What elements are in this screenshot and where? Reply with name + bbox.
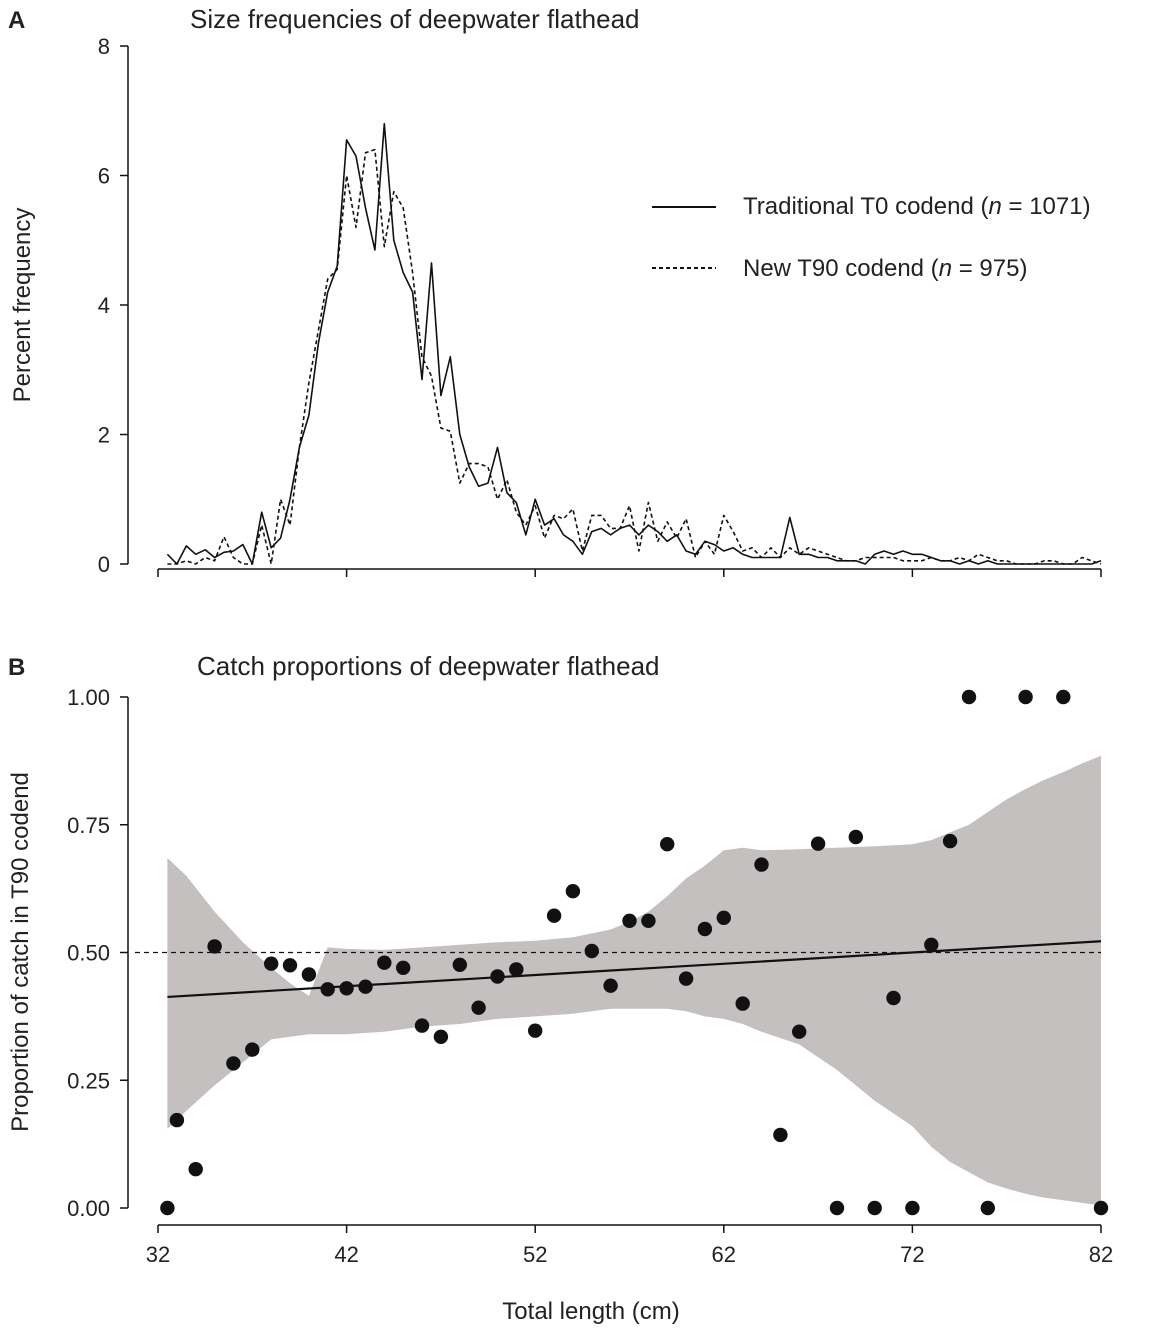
data-point [905,1200,920,1216]
legend-t0-open: ( [974,193,989,220]
data-point [697,921,713,937]
panel-a-y-ticks: 0 2 4 6 8 [98,34,128,577]
panel-a-series [166,122,1102,565]
legend: Traditional T0 codend (n = 1071) New T90… [652,193,1091,282]
legend-t0-close: ) [1083,193,1091,220]
legend-t0-count: 1071 [1029,193,1082,220]
panel-b-ticks: 0.00 0.25 0.50 0.75 1.00 32 42 52 62 72 82 [67,685,1113,1267]
panel-b-x-axis-label: Total length (cm) [502,1298,679,1325]
data-point [961,689,977,705]
data-point [264,956,279,971]
data-point [160,1200,175,1216]
data-point [867,1200,882,1216]
data-point [1018,689,1033,705]
panel-a-y-tick-label: 0 [98,552,110,577]
data-point [886,990,901,1006]
data-point [396,960,411,975]
data-point [603,978,618,993]
legend-t90-eq: = [952,255,979,282]
data-point [1093,1200,1109,1216]
legend-t0-name: Traditional T0 codend [743,193,974,220]
data-point [1056,689,1071,705]
legend-label-t0: Traditional T0 codend (n = 1071) [743,193,1091,220]
data-point [509,962,524,977]
data-point [622,913,637,928]
data-point [282,958,298,973]
panel-b-x-tick-label: 82 [1089,1242,1113,1267]
panel-b-y-tick-label: 0.75 [67,813,110,838]
data-point [924,937,939,952]
panel-a-y-tick-label: 6 [98,164,110,189]
data-point [848,829,863,845]
data-point [660,837,675,852]
data-point [735,996,750,1011]
data-point [301,967,317,982]
data-point [358,979,373,994]
data-point [245,1042,260,1057]
panel-a-y-tick-label: 4 [98,293,110,318]
data-point [584,943,599,959]
panel-b-x-tick-label: 42 [334,1242,358,1267]
series-line-t0 [166,122,1102,565]
panel-b-points [160,689,1109,1216]
panel-b-x-tick-label: 52 [523,1242,547,1267]
data-point [169,1112,185,1128]
data-point [716,910,731,925]
data-point [339,981,354,996]
panel-b-x-tick-label: 32 [146,1242,170,1267]
data-point [980,1200,995,1216]
data-point [433,1029,449,1045]
panel-a-y-tick-label: 2 [98,423,110,448]
data-point [792,1024,807,1039]
data-point [641,913,656,928]
data-point [320,982,335,997]
legend-t0-n: n [988,193,1001,220]
legend-t90-n: n [939,255,952,282]
data-point [942,833,958,849]
data-point [188,1162,203,1177]
data-point [226,1056,241,1071]
data-point [773,1127,788,1143]
data-point [528,1023,543,1038]
legend-t90-count: 975 [979,255,1019,282]
panel-a-y-axis-label: Percent frequency [9,208,36,403]
legend-t90-name: New T90 codend [743,255,924,282]
data-point [754,857,769,872]
panel-a-letter: A [8,7,25,34]
panel-b-y-tick-label: 0.00 [67,1196,110,1221]
data-point [678,971,694,986]
legend-label-t90: New T90 codend (n = 975) [743,255,1027,282]
data-point [414,1018,430,1033]
panel-a: A Size frequencies of deepwater flathead… [8,4,1102,577]
confidence-band [167,755,1101,1206]
data-point [452,957,467,972]
panel-b-y-axis-label: Proportion of catch in T90 codend [7,772,34,1132]
data-point [546,908,562,923]
data-point [490,969,505,984]
panel-b-y-tick-label: 0.25 [67,1068,110,1093]
data-point [565,884,581,899]
panel-b-letter: B [8,654,25,681]
legend-t0-eq: = [1002,193,1029,220]
data-point [207,939,222,954]
legend-t90-close: ) [1019,255,1027,282]
data-point [471,1000,486,1015]
panel-b-x-tick-label: 62 [712,1242,736,1267]
data-point [377,955,392,970]
panel-b-y-tick-label: 1.00 [67,685,110,710]
data-point [810,836,826,851]
panel-a-axes [127,46,1102,577]
panel-b-y-tick-label: 0.50 [67,941,110,966]
panel-b: B Catch proportions of deepwater flathea… [7,651,1113,1325]
panel-b-title: Catch proportions of deepwater flathead [197,651,660,681]
panel-b-band-layer [167,755,1101,1206]
panel-b-x-tick-label: 72 [900,1242,924,1267]
panel-a-y-tick-label: 8 [98,34,110,59]
legend-t90-open: ( [924,255,939,282]
panel-a-title: Size frequencies of deepwater flathead [190,4,640,34]
data-point [829,1200,845,1216]
